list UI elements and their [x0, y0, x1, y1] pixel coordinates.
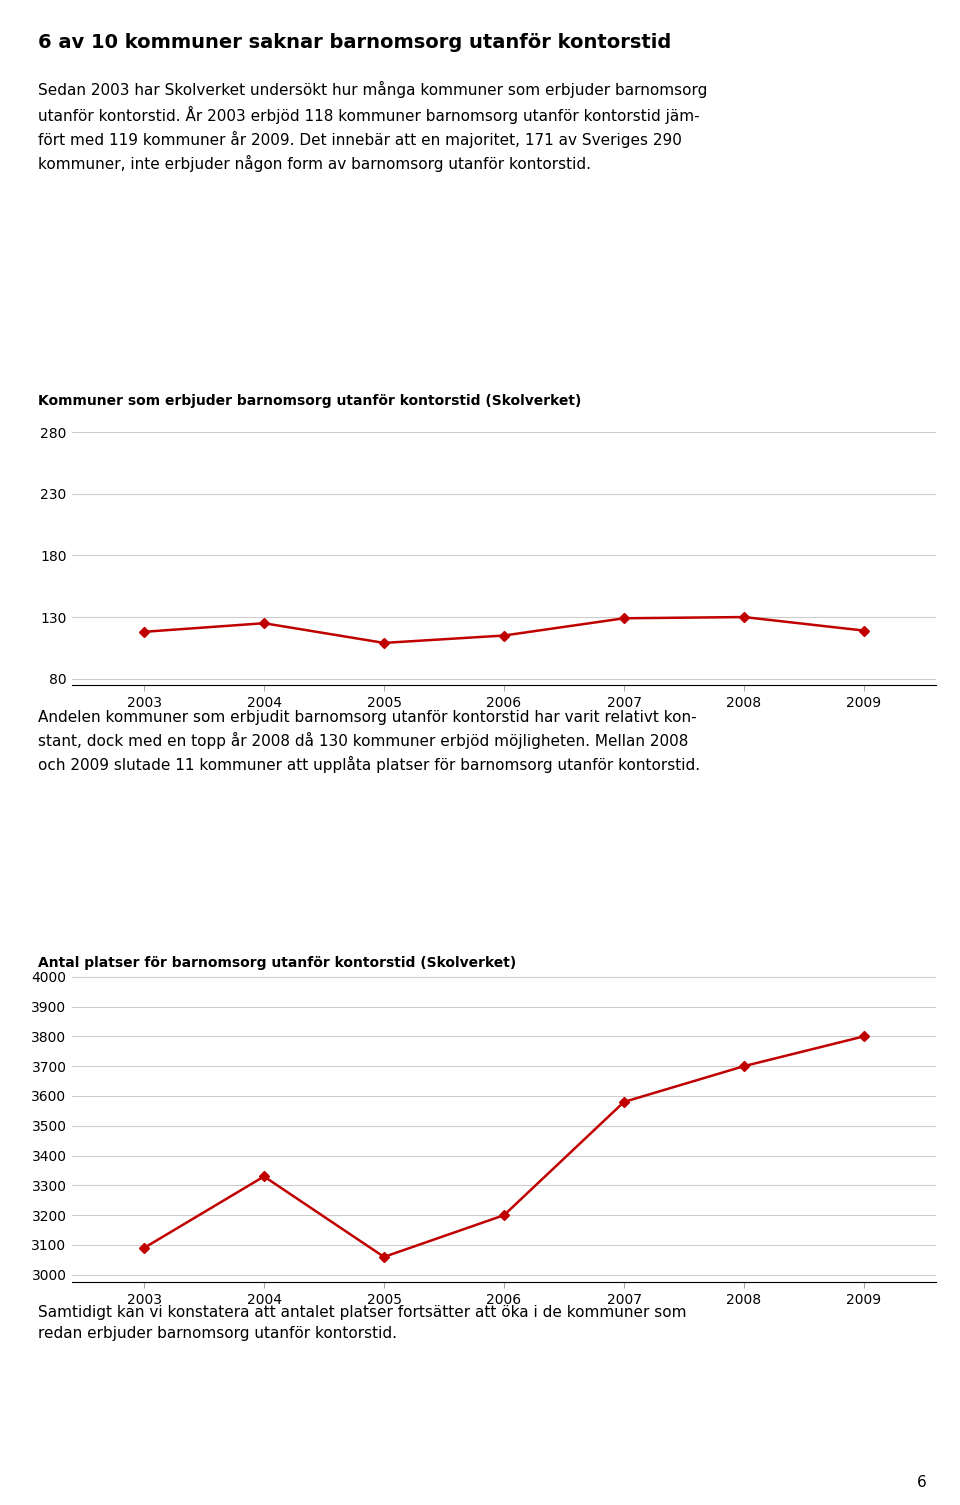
Text: 6 av 10 kommuner saknar barnomsorg utanför kontorstid: 6 av 10 kommuner saknar barnomsorg utanf…	[38, 33, 672, 53]
Text: Kommuner som erbjuder barnomsorg utanför kontorstid (Skolverket): Kommuner som erbjuder barnomsorg utanför…	[38, 394, 582, 408]
Text: Sedan 2003 har Skolverket undersökt hur många kommuner som erbjuder barnomsorg
u: Sedan 2003 har Skolverket undersökt hur …	[38, 81, 708, 172]
Text: Antal platser för barnomsorg utanför kontorstid (Skolverket): Antal platser för barnomsorg utanför kon…	[38, 956, 516, 969]
Text: Andelen kommuner som erbjudit barnomsorg utanför kontorstid har varit relativt k: Andelen kommuner som erbjudit barnomsorg…	[38, 710, 701, 774]
Text: Samtidigt kan vi konstatera att antalet platser fortsätter att öka i de kommuner: Samtidigt kan vi konstatera att antalet …	[38, 1305, 687, 1341]
Text: 6: 6	[917, 1475, 926, 1490]
